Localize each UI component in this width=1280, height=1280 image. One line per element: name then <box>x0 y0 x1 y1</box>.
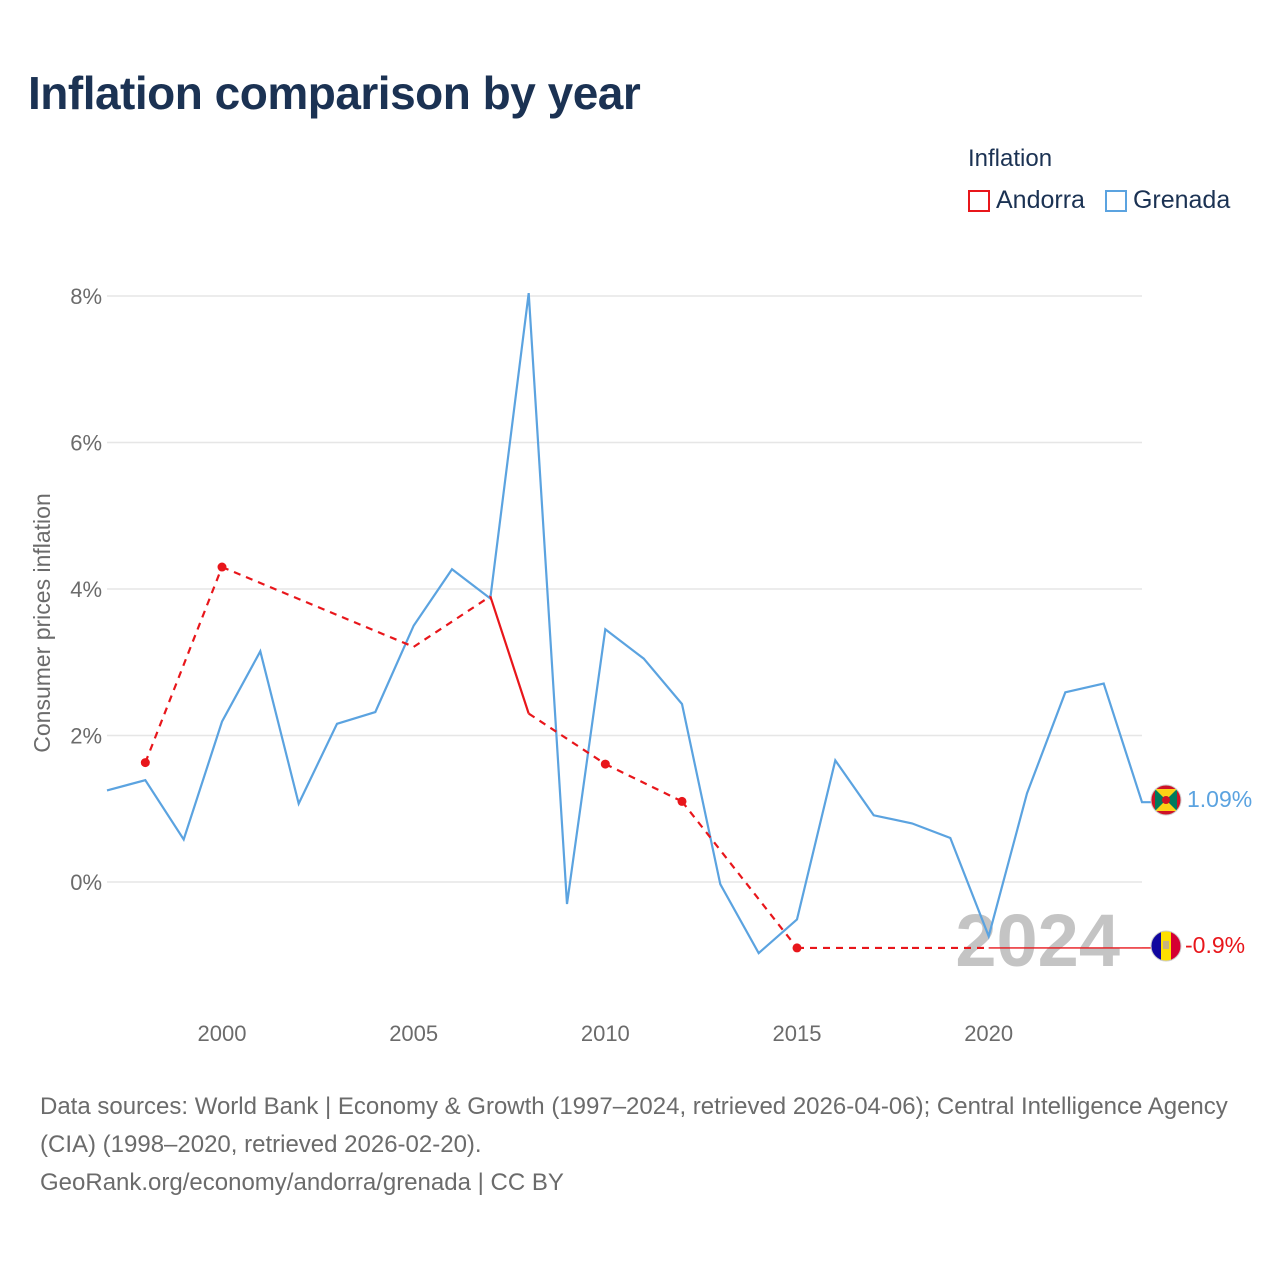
footer: Data sources: World Bank | Economy & Gro… <box>40 1088 1250 1202</box>
chart-title: Inflation comparison by year <box>28 67 641 119</box>
series-segment-andorra[interactable] <box>144 566 224 764</box>
series-segment-andorra[interactable] <box>528 712 606 765</box>
data-point-andorra[interactable] <box>600 759 610 769</box>
site-credit-link[interactable]: GeoRank.org/economy/andorra/grenada | CC… <box>40 1169 564 1196</box>
data-point-andorra[interactable] <box>792 943 802 953</box>
x-tick-label: 2020 <box>964 1021 1013 1046</box>
series-layer <box>106 292 1154 955</box>
x-tick-label: 2005 <box>389 1021 438 1046</box>
legend: Andorra Grenada <box>968 186 1230 215</box>
legend-title: Inflation <box>968 145 1053 172</box>
tick-layer: 0% 2% 4% 6% 8% 2000 2005 2010 2015 2020 <box>70 284 1013 1046</box>
legend-label-andorra: Andorra <box>996 186 1085 214</box>
legend-label-grenada: Grenada <box>1132 186 1231 214</box>
x-tick-label: 2010 <box>581 1021 630 1046</box>
x-tick-label: 2015 <box>773 1021 822 1046</box>
y-tick-label: 8% <box>70 284 102 309</box>
data-point-andorra[interactable] <box>677 796 687 806</box>
legend-swatch-grenada <box>1104 189 1127 212</box>
grenada-flag-icon <box>1150 784 1182 816</box>
data-point-andorra[interactable] <box>217 562 227 572</box>
y-tick-label: 0% <box>70 870 102 895</box>
series-line-grenada[interactable] <box>106 292 1154 955</box>
andorra-end-label: -0.9% <box>1185 932 1245 958</box>
andorra-flag-icon <box>1150 930 1182 962</box>
grid-layer <box>107 295 1142 883</box>
data-sources-text: Data sources: World Bank | Economy & Gro… <box>40 1093 1228 1158</box>
year-watermark: 2024 <box>955 899 1120 982</box>
grenada-end-label: 1.09% <box>1187 786 1252 812</box>
y-tick-label: 4% <box>70 577 102 602</box>
series-segment-andorra[interactable] <box>681 800 798 949</box>
y-tick-label: 2% <box>70 724 102 749</box>
series-segment-andorra[interactable] <box>413 595 491 648</box>
data-point-andorra[interactable] <box>140 758 150 768</box>
y-axis-label: Consumer prices inflation <box>29 493 55 753</box>
legend-item-andorra[interactable]: Andorra <box>968 186 1085 215</box>
series-segment-andorra[interactable] <box>604 763 683 803</box>
x-tick-label: 2000 <box>198 1021 247 1046</box>
inflation-line-chart: 0% 2% 4% 6% 8% 2000 2005 2010 2015 2020 2024 Cons… <box>29 284 1252 1046</box>
legend-item-grenada[interactable]: Grenada <box>1104 186 1231 215</box>
y-tick-label: 6% <box>70 431 102 456</box>
legend-swatch-andorra <box>968 189 990 212</box>
series-segment-andorra[interactable] <box>221 566 415 648</box>
series-segment-andorra[interactable] <box>489 595 530 714</box>
